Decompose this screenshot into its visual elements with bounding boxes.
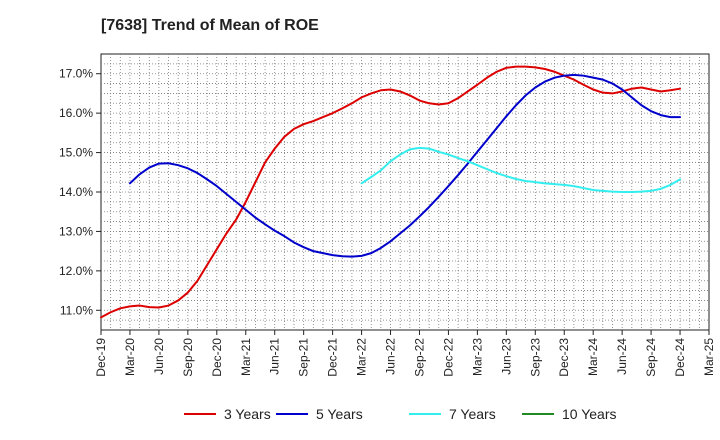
x-tick-label: Sep-24 bbox=[644, 338, 658, 377]
x-tick-label: Mar-25 bbox=[702, 338, 716, 376]
x-tick-label: Jun-24 bbox=[615, 338, 629, 375]
y-axis: 11.0% 12.0% 13.0% 14.0% 15.0% 16.0% 17.0% bbox=[59, 67, 101, 317]
x-tick-label: Dec-21 bbox=[326, 338, 340, 377]
x-tick-label: Jun-23 bbox=[499, 338, 513, 375]
legend-label: 10 Years bbox=[562, 406, 617, 422]
y-tick-label: 13.0% bbox=[59, 224, 93, 238]
x-tick-label: Dec-20 bbox=[210, 338, 224, 377]
y-tick-label: 15.0% bbox=[59, 146, 93, 160]
series-line-7-years bbox=[360, 146, 682, 193]
x-tick-label: Jun-21 bbox=[268, 338, 282, 375]
y-tick-label: 17.0% bbox=[59, 67, 93, 81]
x-tick-label: Sep-22 bbox=[412, 338, 426, 377]
legend-label: 5 Years bbox=[316, 406, 363, 422]
x-axis: Dec-19 Mar-20 Jun-20 Sep-20 Dec-20 Mar-21 Jun-… bbox=[94, 330, 716, 377]
legend-label: 7 Years bbox=[449, 406, 496, 422]
x-tick-label: Mar-20 bbox=[123, 338, 137, 376]
legend-label: 3 Years bbox=[224, 406, 271, 422]
x-tick-label: Dec-23 bbox=[557, 338, 571, 377]
x-tick-label: Dec-22 bbox=[441, 338, 455, 377]
y-tick-label: 16.0% bbox=[59, 106, 93, 120]
x-tick-label: Sep-20 bbox=[181, 338, 195, 377]
y-tick-label: 14.0% bbox=[59, 185, 93, 199]
x-tick-label: Mar-21 bbox=[239, 338, 253, 376]
y-tick-label: 11.0% bbox=[60, 303, 93, 317]
x-tick-label: Jun-22 bbox=[384, 338, 398, 375]
series-lines bbox=[100, 65, 682, 319]
series-line-5-years bbox=[128, 73, 682, 258]
x-tick-label: Mar-23 bbox=[470, 338, 484, 376]
x-tick-label: Sep-21 bbox=[297, 338, 311, 377]
x-tick-label: Sep-23 bbox=[528, 338, 542, 377]
series-line-3-years bbox=[100, 65, 682, 319]
legend: 3 Years 5 Years 7 Years 10 Years bbox=[184, 406, 617, 422]
x-tick-label: Mar-24 bbox=[586, 338, 600, 376]
y-tick-label: 12.0% bbox=[59, 264, 93, 278]
x-tick-label: Jun-20 bbox=[152, 338, 166, 375]
x-tick-label: Dec-19 bbox=[94, 338, 108, 377]
grid bbox=[101, 54, 709, 330]
chart-title: [7638] Trend of Mean of ROE bbox=[101, 17, 319, 34]
x-tick-label: Mar-22 bbox=[355, 338, 369, 376]
x-tick-label: Dec-24 bbox=[673, 338, 687, 377]
